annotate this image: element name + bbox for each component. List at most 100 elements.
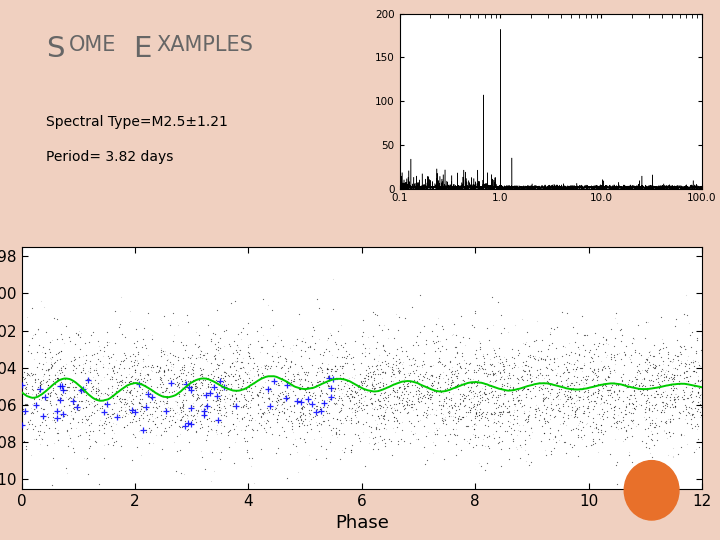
Point [46,336,58,345]
Point [396,360,408,368]
Point [143,370,154,379]
Point [488,362,500,370]
Point [441,393,452,402]
Point [243,359,254,367]
Point [356,349,368,357]
Point [148,438,159,447]
Point [353,417,364,426]
Point [32,362,43,371]
Point [179,375,191,384]
Point [139,377,150,386]
Point [574,380,585,388]
Point [92,336,104,345]
Point [534,365,545,374]
Point [609,396,621,404]
Point [680,410,692,419]
Point [662,374,674,382]
Point [693,382,704,391]
Point [577,401,589,410]
Point [30,390,42,399]
Point [631,396,642,405]
Point [190,382,202,390]
Point [231,413,243,422]
Point [302,383,313,391]
Point [410,405,422,414]
Point [501,427,513,435]
Point [624,391,636,400]
Point [383,397,395,406]
Point [564,395,576,404]
Point [174,415,185,424]
Point [456,352,468,360]
Point [402,382,413,390]
Point [555,431,567,440]
Point [189,340,201,348]
Point [639,391,650,400]
Point [294,434,306,442]
Point [117,386,129,394]
Point [475,462,487,470]
Point [652,368,664,377]
Point [294,376,306,384]
Point [298,393,310,402]
Point [245,410,256,419]
Point [439,361,451,369]
Point [170,385,181,394]
Point [175,414,186,423]
Point [292,397,303,406]
Point [73,396,85,405]
Point [490,418,501,427]
Point [174,446,185,454]
Point [49,423,60,432]
Point [626,416,638,425]
Point [611,480,623,489]
Point [153,367,165,375]
Point [102,369,113,378]
Point [477,352,489,361]
Point [562,374,574,383]
Point [317,367,328,376]
Point [335,418,346,427]
Point [688,367,700,375]
Point [612,391,624,400]
Point [536,355,547,363]
Point [297,403,308,411]
Point [23,391,35,400]
Point [283,412,294,421]
Point [523,352,534,360]
Point [224,401,235,409]
Point [145,409,156,418]
Point [145,375,156,383]
Point [229,386,240,395]
Point [432,314,444,322]
Point [359,376,371,384]
Point [559,409,570,417]
Point [192,375,203,383]
Point [209,352,220,361]
Point [143,309,154,318]
Point [323,374,335,382]
Point [258,416,270,425]
Point [485,384,497,393]
Point [674,370,685,379]
Point [392,393,403,401]
Point [421,374,433,382]
Point [223,427,235,435]
Point [378,346,390,355]
Point [48,386,59,394]
Point [407,400,418,408]
Point [588,417,599,426]
Point [132,348,143,356]
Point [179,417,191,426]
Point [249,415,261,424]
Point [683,376,694,385]
Point [395,396,406,404]
Point [155,343,166,352]
Point [194,417,206,426]
Point [139,362,150,370]
Point [411,382,423,391]
Point [672,356,683,364]
Point [86,408,98,416]
Point [299,438,310,447]
Point [533,353,544,361]
